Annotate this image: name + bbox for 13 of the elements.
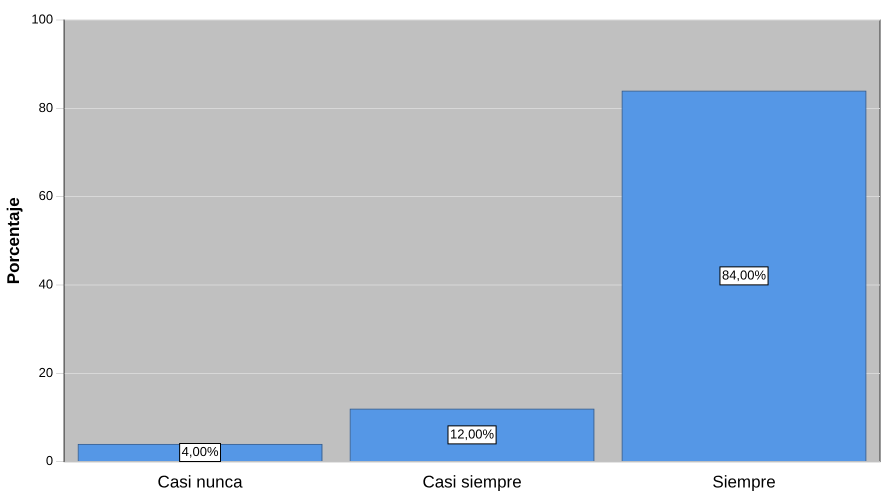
x-tick-label: Casi nunca: [158, 472, 244, 492]
x-tick-label: Casi siempre: [422, 472, 522, 492]
y-tick-label: 20: [38, 364, 54, 380]
y-axis-title: Porcentaje: [4, 197, 23, 284]
data-label: 4,00%: [182, 444, 219, 460]
y-tick-label: 80: [38, 100, 54, 115]
y-tick-label: 40: [38, 276, 54, 292]
x-tick-label: Siempre: [712, 472, 776, 492]
y-tick-label: 0: [46, 453, 54, 468]
y-tick-label: 100: [31, 12, 54, 27]
data-label: 12,00%: [450, 426, 495, 442]
y-tick-label: 60: [38, 188, 54, 204]
data-label: 84,00%: [722, 267, 766, 282]
